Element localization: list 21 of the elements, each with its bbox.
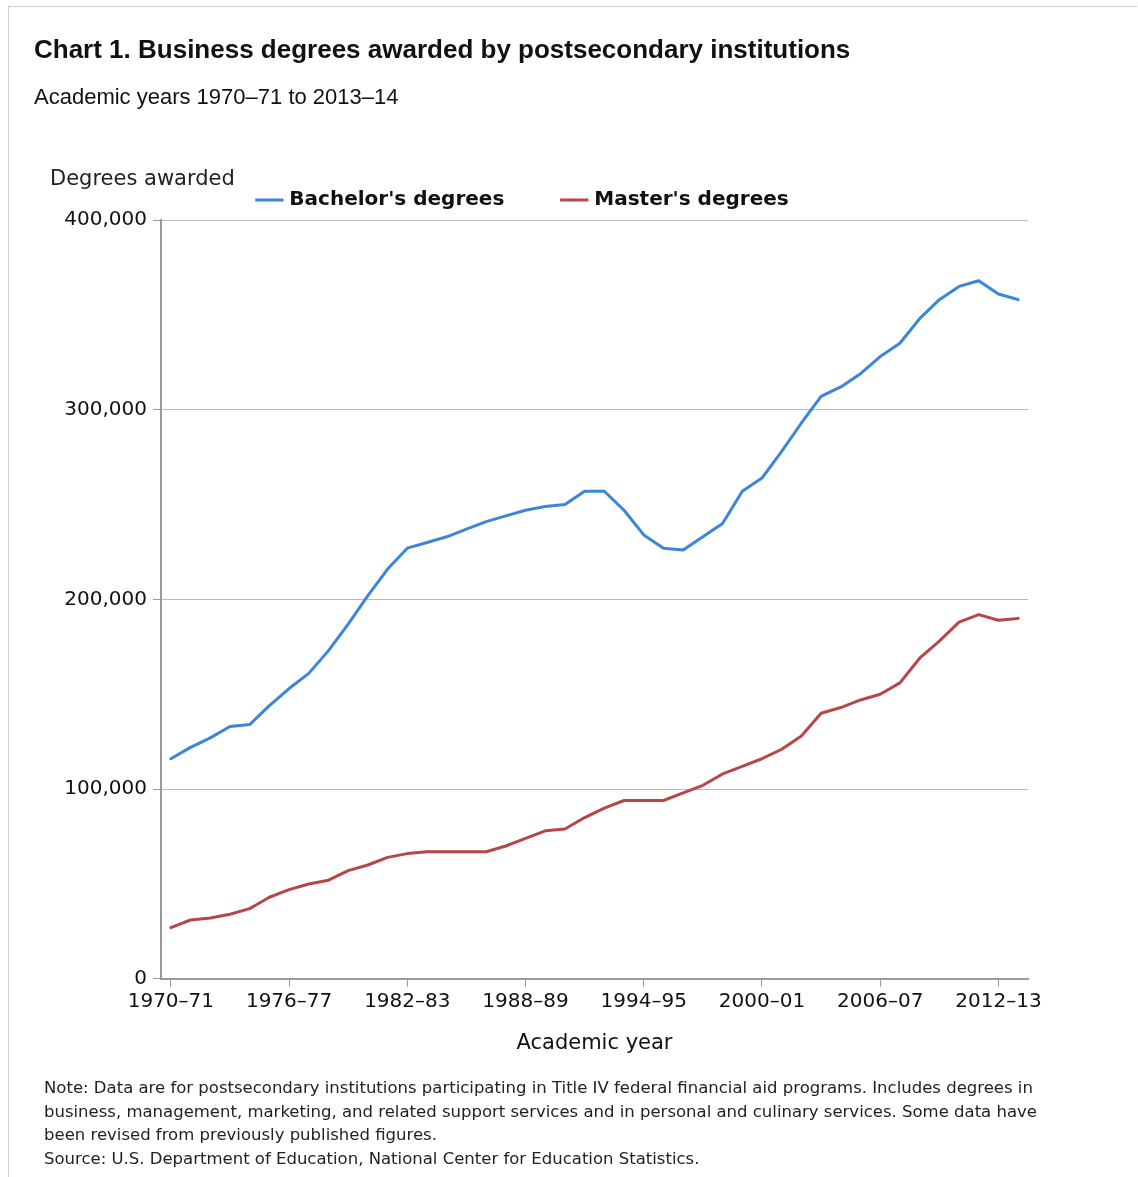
source-note: Source: U.S. Department of Education, National Center for Education Statistics. bbox=[44, 1147, 701, 1170]
x-tick-label: 2000–01 bbox=[718, 988, 806, 1012]
x-tick-label: 2012–13 bbox=[955, 988, 1042, 1012]
x-tick-label: 2006–07 bbox=[837, 988, 924, 1012]
x-tick-label: 1994–95 bbox=[600, 988, 687, 1012]
y-tick-label: 200,000 bbox=[64, 585, 147, 610]
y-tick-label: 300,000 bbox=[64, 395, 147, 420]
x-tick-label: 1982–83 bbox=[364, 988, 451, 1012]
chart-title: Chart 1. Business degrees awarded by postsecondary institutions bbox=[34, 34, 851, 65]
y-tick-label: 100,000 bbox=[64, 775, 147, 800]
legend-label: Master's degrees bbox=[594, 186, 789, 211]
y-tick-label: 0 bbox=[134, 965, 147, 989]
y-axis-title: Degrees awarded bbox=[50, 166, 235, 191]
x-tick-label: 1988–89 bbox=[482, 988, 569, 1012]
x-tick-label: 1970–71 bbox=[127, 988, 215, 1012]
text: Note: Data are for postsecondary institutions participating in Title IV federal financial aid programs. Includes degrees in business, management, marketing, and related support services and in personal and culinary services. Some data have been revised from previously published figures. bbox=[44, 1077, 1038, 1146]
chart-subtitle: Academic years 1970–71 to 2013–14 bbox=[34, 84, 399, 110]
x-axis-title: Academic year bbox=[516, 1029, 673, 1054]
x-tick-label: 1976–77 bbox=[245, 988, 333, 1012]
legend-label: Bachelor's degrees bbox=[289, 186, 505, 211]
y-tick-label: 400,000 bbox=[64, 206, 147, 231]
